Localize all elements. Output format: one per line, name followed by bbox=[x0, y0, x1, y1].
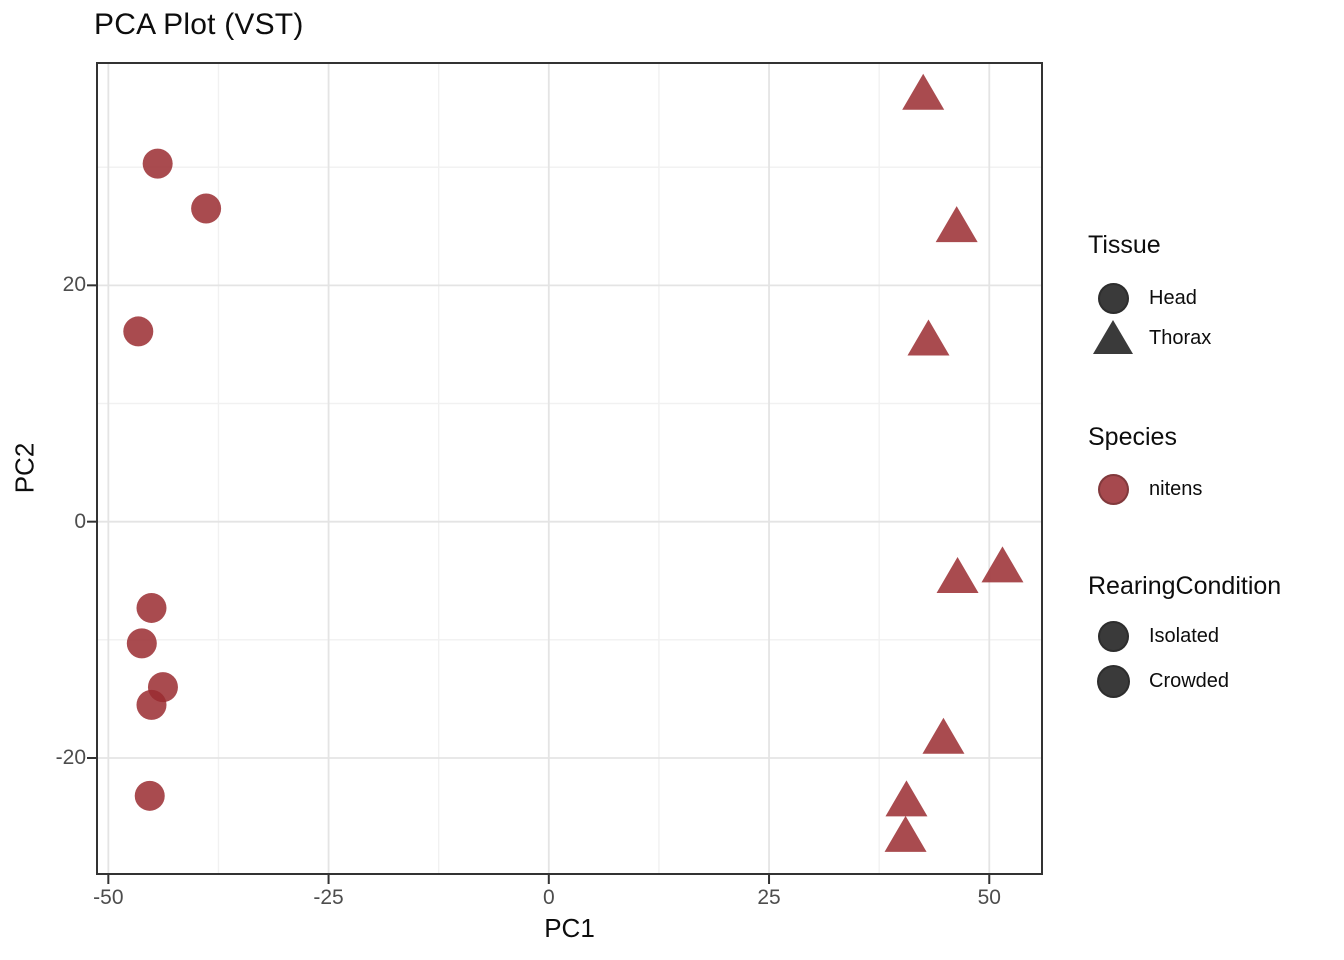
data-point-head bbox=[134, 780, 165, 811]
isolated-circle-icon bbox=[1094, 620, 1132, 652]
legend-item-head: Head bbox=[1094, 279, 1197, 317]
data-point-thorax bbox=[981, 546, 1024, 583]
y-tick-label: 0 bbox=[74, 509, 86, 533]
data-point-thorax bbox=[884, 815, 927, 852]
legend-item-crowded: Crowded bbox=[1094, 662, 1229, 700]
nitens-circle-icon bbox=[1094, 473, 1132, 505]
circle-glyph bbox=[1097, 473, 1129, 505]
y-tick-label: -20 bbox=[55, 746, 86, 769]
panel-border bbox=[96, 62, 1043, 875]
x-tick-label: -25 bbox=[313, 886, 344, 909]
legend-label-thorax: Thorax bbox=[1149, 326, 1212, 349]
circle-glyph bbox=[1097, 282, 1129, 314]
legend-item-isolated: Isolated bbox=[1094, 617, 1219, 655]
y-axis-title: PC2 bbox=[9, 442, 40, 494]
data-point-head bbox=[136, 689, 167, 720]
circle-glyph bbox=[1097, 620, 1129, 652]
x-tick-label: 50 bbox=[977, 886, 1001, 909]
legend-title-rearing-condition: RearingCondition bbox=[1088, 572, 1282, 600]
legend-label-crowded: Crowded bbox=[1149, 669, 1230, 692]
triangle-glyph bbox=[1093, 320, 1133, 354]
data-point-thorax bbox=[902, 73, 945, 110]
legend-label-nitens: nitens bbox=[1149, 477, 1203, 500]
data-point-thorax bbox=[907, 319, 950, 356]
data-point-head bbox=[123, 316, 154, 347]
data-point-thorax bbox=[922, 717, 965, 754]
x-tick-label: 0 bbox=[542, 886, 555, 909]
thorax-triangle-icon bbox=[1093, 320, 1133, 356]
data-point-head bbox=[136, 592, 167, 623]
circle-glyph bbox=[1096, 664, 1130, 698]
legend-title-tissue: Tissue bbox=[1088, 231, 1161, 259]
crowded-circle-icon bbox=[1094, 664, 1132, 698]
legend-item-thorax: Thorax bbox=[1093, 319, 1212, 357]
y-tick-label: 20 bbox=[62, 273, 86, 297]
head-circle-icon bbox=[1094, 282, 1132, 314]
data-point-thorax bbox=[936, 557, 979, 594]
legend-item-nitens: nitens bbox=[1094, 470, 1202, 508]
data-point-head bbox=[191, 193, 222, 224]
plot-panel bbox=[87, 62, 1043, 884]
data-point-thorax bbox=[935, 206, 978, 243]
data-point-thorax bbox=[885, 780, 928, 817]
plot-title: PCA Plot (VST) bbox=[94, 8, 304, 41]
data-point-head bbox=[142, 148, 173, 179]
legend-title-species: Species bbox=[1088, 423, 1177, 451]
plot-canvas bbox=[87, 62, 1043, 884]
x-axis-title: PC1 bbox=[544, 913, 595, 943]
data-point-head bbox=[126, 628, 157, 659]
x-tick-label: -50 bbox=[93, 886, 124, 909]
x-tick-label: 25 bbox=[757, 886, 781, 909]
legend-label-head: Head bbox=[1149, 286, 1197, 309]
legend-label-isolated: Isolated bbox=[1149, 624, 1220, 647]
